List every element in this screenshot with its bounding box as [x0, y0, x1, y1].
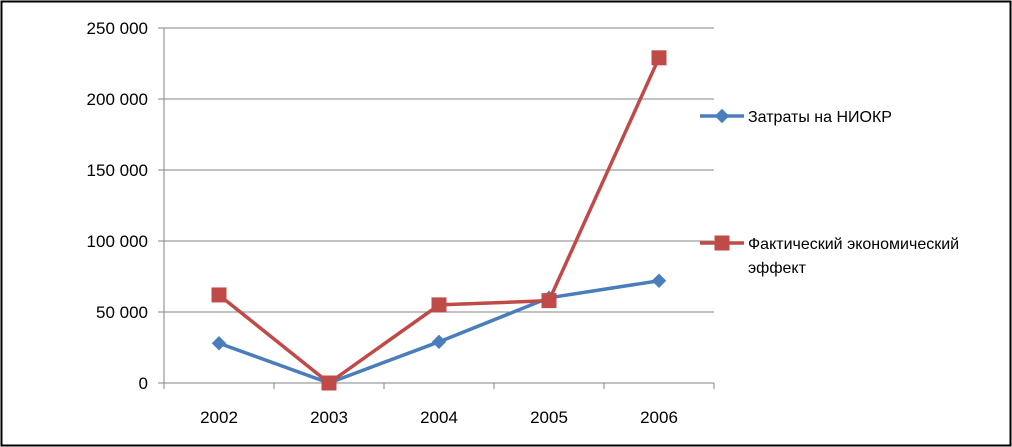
y-tick-label: 150 000 — [87, 161, 148, 180]
data-point-square — [651, 50, 667, 66]
legend-label: эффект — [748, 260, 807, 277]
data-point-square — [321, 375, 337, 391]
gridlines — [164, 27, 714, 313]
y-tick-label: 200 000 — [87, 90, 148, 109]
series-2 — [211, 50, 667, 391]
x-tick-label: 2006 — [640, 408, 678, 427]
x-tick-label: 2003 — [310, 408, 348, 427]
data-point-square — [714, 235, 730, 251]
legend-label: Фактический экономический — [748, 236, 959, 253]
axes: 0 50 000 100 000 150 000 200 000 250 000 2002 2… — [87, 19, 715, 427]
data-point-diamond — [211, 336, 227, 351]
series-group — [211, 50, 667, 391]
y-tick-label: 50 000 — [96, 303, 148, 322]
legend-label: Затраты на НИОКР — [748, 109, 892, 126]
legend-item-1: Затраты на НИОКР — [700, 108, 892, 126]
y-tick-label: 0 — [139, 374, 148, 393]
x-tick-label: 2004 — [420, 408, 458, 427]
x-tick-label: 2005 — [530, 408, 568, 427]
data-point-square — [431, 297, 447, 313]
data-point-diamond — [714, 108, 730, 124]
data-point-diamond — [651, 273, 667, 288]
legend: Затраты на НИОКР Фактический экономически… — [700, 108, 959, 277]
y-tick-label: 250 000 — [87, 19, 148, 38]
legend-item-2: Фактический экономический эффект — [700, 235, 959, 277]
y-tick-label: 100 000 — [87, 232, 148, 251]
data-point-diamond — [431, 334, 447, 350]
data-point-square — [541, 293, 557, 309]
data-point-square — [211, 287, 227, 303]
x-tick-label: 2002 — [200, 408, 238, 427]
